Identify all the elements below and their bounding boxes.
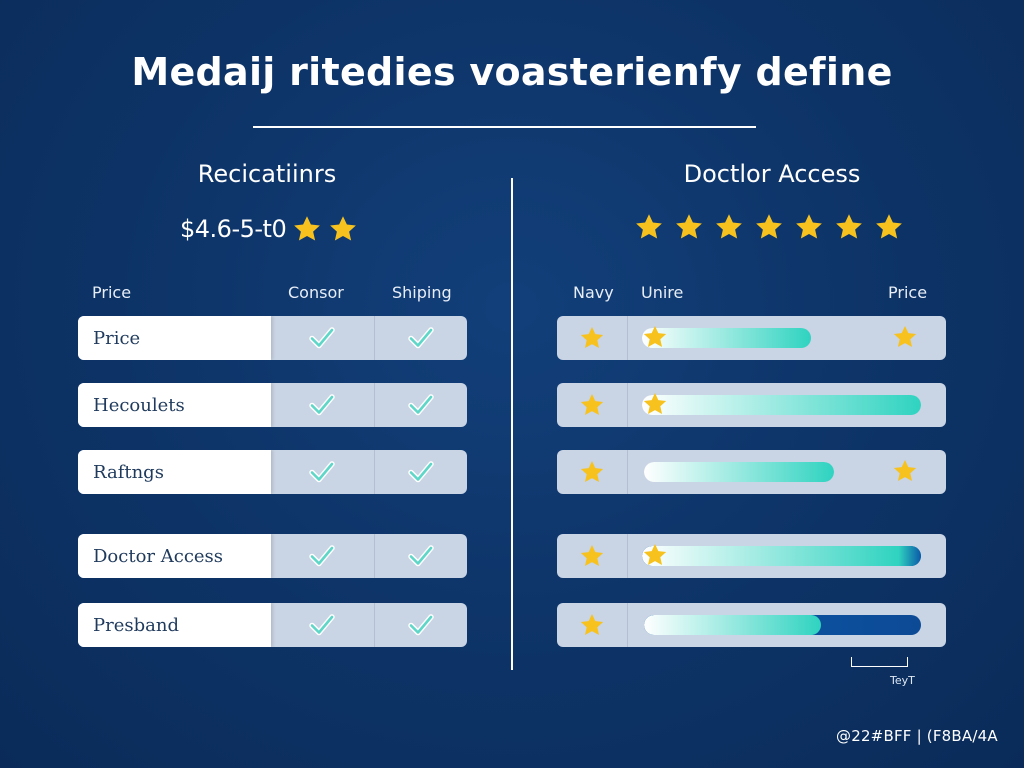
star-icon (754, 212, 784, 242)
row-label: Price (78, 316, 271, 360)
title-underline (253, 126, 756, 128)
row-star-cell (557, 603, 628, 647)
row-label: Presband (78, 603, 271, 647)
table-row[interactable]: Price (78, 316, 467, 360)
star-icon (892, 324, 918, 350)
column-header-price: Price (888, 283, 928, 302)
check-cell (271, 316, 374, 360)
level-cell (628, 383, 946, 427)
checkmark-icon (407, 544, 435, 568)
table-row[interactable]: Raftngs (78, 450, 467, 494)
star-icon (714, 212, 744, 242)
column-header-consor: Consor (288, 283, 344, 302)
checkmark-icon (407, 326, 435, 350)
row-label: Raftngs (78, 450, 271, 494)
check-cell (271, 450, 374, 494)
left-panel-heading: Recicatiinrs (197, 160, 337, 188)
legend-label: TeyT (890, 674, 915, 687)
level-cell (628, 316, 946, 360)
star-icon (579, 543, 605, 569)
row-label: Doctor Access (78, 534, 271, 578)
rating-row[interactable] (557, 450, 946, 494)
row-star-cell (557, 316, 628, 360)
star-icon (892, 458, 918, 484)
level-cell (628, 534, 946, 578)
level-bar (642, 328, 834, 348)
column-header-navy: Navy (573, 283, 614, 302)
star-icon (674, 212, 704, 242)
star-icon (874, 212, 904, 242)
star-icon (579, 612, 605, 638)
level-bar (642, 546, 921, 566)
checkmark-icon (308, 460, 336, 484)
check-cell (373, 534, 467, 578)
rating-row[interactable] (557, 316, 946, 360)
price-line: $4.6-5-t0 (180, 214, 358, 244)
row-star-cell (557, 450, 628, 494)
checkmark-icon (308, 613, 336, 637)
checkmark-icon (407, 460, 435, 484)
checkmark-icon (308, 326, 336, 350)
checkmark-icon (308, 393, 336, 417)
rating-stars (634, 212, 904, 242)
table-row[interactable]: Hecoulets (78, 383, 467, 427)
star-icon (642, 391, 668, 417)
level-bar (642, 395, 921, 415)
legend-bracket (851, 657, 908, 667)
check-cell (271, 383, 374, 427)
column-header-price: Price (92, 283, 132, 302)
level-cell (628, 603, 946, 647)
star-icon (328, 214, 358, 244)
star-icon (579, 459, 605, 485)
star-icon (634, 212, 664, 242)
checkmark-icon (407, 613, 435, 637)
level-bar-fill (642, 328, 811, 348)
table-row[interactable]: Presband (78, 603, 467, 647)
level-bar (644, 462, 834, 482)
level-bar-fill (642, 546, 921, 566)
footer-color-code: @22#BFF | (F8BA/4A (836, 727, 998, 745)
page-title: Medaij ritedies voasterienfy define (131, 50, 893, 94)
row-label: Hecoulets (78, 383, 271, 427)
price-value: $4.6-5-t0 (180, 215, 287, 243)
checkmark-icon (308, 544, 336, 568)
rating-row[interactable] (557, 603, 946, 647)
star-icon (794, 212, 824, 242)
level-bar (644, 615, 921, 635)
row-star-cell (557, 534, 628, 578)
star-icon (642, 542, 668, 568)
check-cell (271, 603, 374, 647)
check-cell (373, 383, 467, 427)
checkmark-icon (407, 393, 435, 417)
right-panel-heading: Doctlor Access (683, 160, 861, 188)
check-cell (373, 603, 467, 647)
star-icon (642, 324, 668, 350)
rating-row[interactable] (557, 383, 946, 427)
rating-row[interactable] (557, 534, 946, 578)
check-cell (271, 534, 374, 578)
check-cell (373, 316, 467, 360)
level-bar-fill (644, 615, 822, 635)
level-cell (628, 450, 946, 494)
column-header-shiping: Shiping (392, 283, 452, 302)
star-icon (292, 214, 322, 244)
star-icon (579, 325, 605, 351)
row-star-cell (557, 383, 628, 427)
center-divider (511, 178, 513, 670)
star-icon (834, 212, 864, 242)
column-header-unire: Unire (641, 283, 684, 302)
table-row[interactable]: Doctor Access (78, 534, 467, 578)
level-bar-fill (644, 462, 834, 482)
star-icon (579, 392, 605, 418)
check-cell (373, 450, 467, 494)
level-bar-fill (642, 395, 921, 415)
